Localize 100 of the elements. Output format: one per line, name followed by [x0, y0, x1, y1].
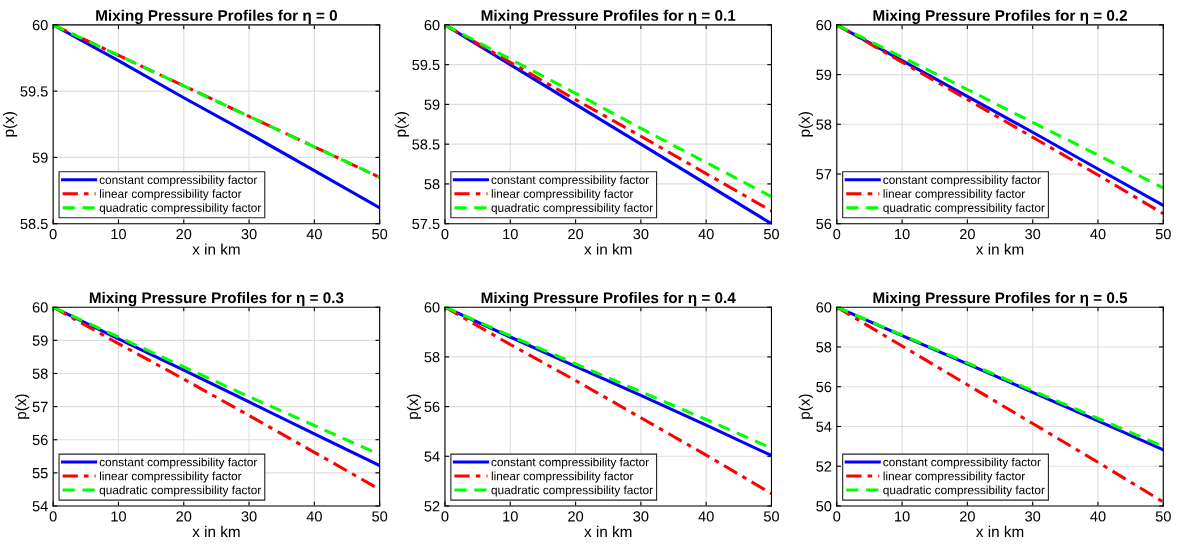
y-tick-label: 58	[816, 119, 832, 130]
y-axis-title: p(x)	[394, 112, 409, 137]
y-tick-label: 56	[816, 218, 832, 230]
x-tick-label: 0	[833, 228, 841, 240]
y-tick-label: 60	[424, 19, 440, 31]
chart-title: Mixing Pressure Profiles for η = 0.5	[873, 291, 1128, 307]
x-tick-label: 40	[1090, 511, 1106, 522]
chart-title: Mixing Pressure Profiles for η = 0	[96, 9, 337, 24]
x-axis-title: x in km	[976, 243, 1024, 255]
x-tick-label: 50	[372, 228, 388, 240]
y-tick-label: 57	[816, 169, 832, 180]
y-tick-label: 55	[32, 468, 48, 479]
x-axis-title: x in km	[976, 525, 1024, 537]
legend-label: constant compressibility factor	[99, 175, 258, 187]
y-axis-title: p(x)	[2, 112, 18, 137]
y-axis-title: p(x)	[798, 112, 813, 137]
legend-label: constant compressibility factor	[491, 457, 649, 469]
x-tick-label: 30	[633, 511, 649, 522]
y-axis-title: p(x)	[798, 394, 813, 419]
x-tick-label: 40	[306, 511, 322, 522]
y-tick-label: 58	[32, 368, 48, 379]
x-tick-label: 30	[241, 228, 257, 240]
x-axis-title: x in km	[584, 243, 632, 255]
x-tick-label: 20	[176, 511, 192, 522]
x-tick-label: 10	[111, 228, 126, 240]
legend-label: constant compressibility factor	[99, 457, 258, 469]
y-tick-label: 59	[424, 99, 440, 110]
x-tick-label: 0	[441, 511, 449, 522]
x-tick-label: 0	[49, 228, 57, 240]
y-tick-label: 59	[32, 152, 48, 163]
x-axis-title: x in km	[192, 525, 240, 537]
y-axis-title: p(x)	[15, 394, 30, 419]
x-tick-label: 50	[1155, 228, 1171, 240]
legend-label: constant compressibility factor	[491, 175, 649, 187]
y-tick-label: 60	[816, 19, 832, 31]
y-tick-label: 54	[32, 501, 48, 512]
y-tick-label: 58.5	[412, 139, 440, 150]
x-tick-label: 40	[1090, 228, 1106, 240]
x-tick-label: 50	[1155, 511, 1171, 522]
legend-label: quadratic compressibility factor	[491, 485, 653, 497]
y-axis-title: p(x)	[406, 394, 422, 419]
x-tick-label: 10	[895, 511, 910, 522]
y-tick-label: 52	[816, 461, 832, 472]
legend-label: quadratic compressibility factor	[883, 203, 1045, 215]
y-tick-label: 57	[32, 401, 48, 413]
legend-label: quadratic compressibility factor	[99, 485, 262, 497]
x-tick-label: 0	[441, 228, 449, 240]
x-tick-label: 20	[960, 228, 975, 240]
legend-label: linear compressibility factor	[491, 189, 634, 201]
x-tick-label: 20	[568, 228, 584, 240]
line-series	[836, 307, 1164, 504]
x-tick-label: 0	[833, 511, 841, 522]
legend-label: constant compressibility factor	[883, 175, 1041, 187]
y-tick-label: 59	[32, 335, 48, 346]
y-tick-label: 54	[816, 421, 832, 432]
x-tick-label: 50	[763, 511, 780, 522]
x-tick-label: 0	[49, 511, 57, 522]
y-tick-label: 52	[424, 501, 440, 512]
y-tick-label: 56	[816, 381, 832, 393]
x-tick-label: 50	[763, 228, 780, 240]
x-tick-label: 40	[698, 511, 714, 522]
x-tick-label: 10	[895, 228, 910, 240]
y-tick-label: 58	[424, 351, 440, 363]
legend-label: linear compressibility factor	[99, 471, 242, 483]
chart-title: Mixing Pressure Profiles for η = 0.2	[873, 9, 1127, 24]
x-tick-label: 20	[176, 228, 192, 240]
x-tick-label: 30	[241, 511, 257, 522]
x-axis-title: x in km	[192, 243, 240, 255]
x-tick-label: 40	[306, 228, 322, 240]
legend-label: constant compressibility factor	[883, 457, 1041, 469]
chart-title: Mixing Pressure Profiles for η = 0.1	[481, 9, 736, 24]
y-tick-label: 60	[424, 302, 440, 313]
legend-label: linear compressibility factor	[883, 471, 1025, 483]
y-tick-label: 54	[424, 451, 440, 462]
y-tick-label: 58	[424, 179, 440, 190]
y-tick-label: 58	[816, 342, 832, 353]
y-tick-label: 60	[816, 302, 832, 313]
legend-label: quadratic compressibility factor	[883, 485, 1045, 497]
y-tick-label: 57.5	[412, 218, 440, 230]
x-tick-label: 10	[503, 511, 518, 522]
x-tick-label: 30	[633, 228, 649, 240]
x-tick-label: 10	[503, 228, 518, 240]
x-tick-label: 30	[1025, 228, 1041, 240]
x-tick-label: 30	[1025, 511, 1041, 522]
y-tick-label: 50	[816, 501, 832, 512]
y-tick-label: 56	[424, 401, 440, 413]
x-tick-label: 20	[960, 511, 975, 522]
y-tick-label: 58.5	[20, 218, 48, 230]
x-tick-label: 50	[372, 511, 388, 522]
chart-title: Mixing Pressure Profiles for η = 0.4	[481, 291, 736, 307]
y-tick-label: 60	[32, 302, 48, 313]
y-tick-label: 56	[32, 434, 48, 446]
chart-title: Mixing Pressure Profiles for η = 0.3	[89, 291, 344, 307]
legend-label: linear compressibility factor	[491, 471, 634, 483]
x-tick-label: 40	[698, 228, 714, 240]
x-tick-label: 10	[111, 511, 126, 522]
y-tick-label: 59	[816, 69, 832, 81]
legend-label: quadratic compressibility factor	[99, 203, 262, 215]
legend-label: linear compressibility factor	[883, 189, 1025, 201]
legend-label: linear compressibility factor	[99, 189, 242, 201]
